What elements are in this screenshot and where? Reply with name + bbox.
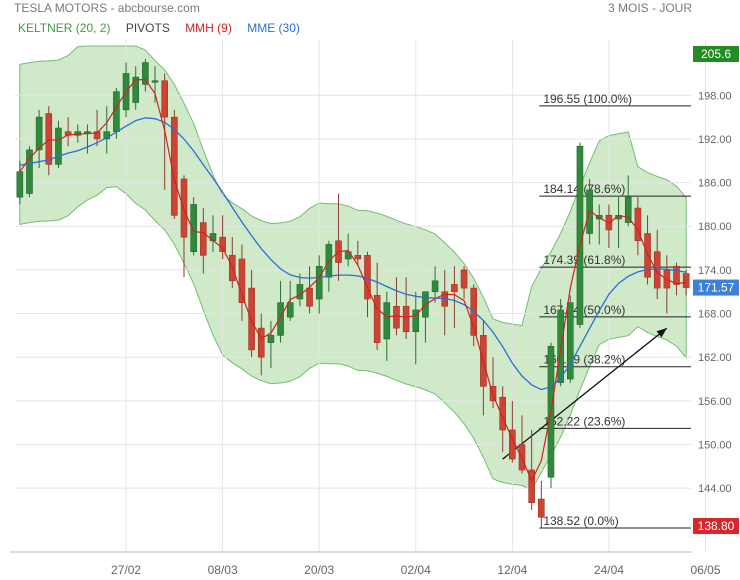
- chart-title: TESLA MOTORS - abcbourse.com: [14, 1, 200, 15]
- y-tick-label: 144.00: [698, 483, 732, 495]
- y-tick-label: 156.00: [698, 396, 732, 408]
- y-tick-label: 198.00: [698, 90, 732, 102]
- fibonacci-label: 167.54 (50.0%): [543, 303, 625, 317]
- candle-body: [180, 178, 188, 238]
- x-tick-label: 20/03: [304, 563, 334, 577]
- candle-body: [151, 80, 159, 83]
- candle-body: [653, 251, 661, 289]
- candle-body: [55, 127, 62, 165]
- candle-body: [200, 222, 207, 256]
- high-price-tag: 205.6: [701, 47, 731, 61]
- last-price-tag-box: [693, 279, 739, 296]
- x-tick-label: 27/02: [111, 563, 141, 577]
- candle-body: [528, 469, 535, 504]
- candle-body: [538, 498, 545, 518]
- candle-body: [451, 284, 458, 293]
- fibonacci-label: 160.69 (38.2%): [543, 353, 625, 367]
- fibonacci-label: 138.52 (0.0%): [543, 514, 618, 528]
- y-tick-label: 192.00: [698, 134, 732, 146]
- legend-keltner[interactable]: KELTNER (20, 2): [18, 21, 111, 35]
- candle-body: [682, 273, 690, 288]
- x-tick-label: 12/04: [497, 563, 527, 577]
- fibonacci-label: 174.39 (61.8%): [543, 253, 625, 267]
- candle-body: [624, 196, 632, 223]
- last-price-tag: 171.57: [698, 281, 735, 295]
- low-price-tag: 138.80: [698, 519, 735, 533]
- candle-body: [393, 305, 400, 329]
- candle-body: [45, 113, 53, 165]
- fibonacci-label: 196.55 (100.0%): [543, 92, 632, 106]
- candle-body: [315, 265, 323, 300]
- y-tick-label: 186.00: [698, 178, 732, 190]
- legend-pivots[interactable]: PIVOTS: [125, 21, 170, 35]
- y-tick-label: 174.00: [698, 265, 732, 277]
- candle-body: [373, 295, 381, 343]
- y-tick-label: 168.00: [698, 309, 732, 321]
- x-tick-label: 24/04: [594, 563, 624, 577]
- candle-body: [566, 302, 574, 380]
- candle-body: [16, 171, 24, 198]
- trend-arrow-head: [656, 328, 667, 338]
- period-label: 3 MOIS - JOUR: [607, 1, 692, 15]
- candle-body: [383, 302, 391, 340]
- candle-body: [142, 62, 149, 85]
- candle-body: [286, 302, 294, 318]
- candle-body: [402, 305, 410, 333]
- candle-body: [35, 116, 43, 151]
- trend-arrow: [502, 327, 668, 460]
- candle-body: [113, 91, 120, 132]
- mme-line: [19, 117, 687, 391]
- candle-body: [306, 287, 313, 307]
- candle-body: [499, 396, 506, 431]
- candle-body: [431, 280, 439, 293]
- fibonacci-label: 152.22 (23.6%): [543, 414, 625, 428]
- low-price-tag-box: [693, 517, 739, 534]
- fibonacci-label: 184.14 (78.6%): [543, 182, 625, 196]
- y-tick-label: 180.00: [698, 221, 732, 233]
- candle-body: [132, 76, 140, 103]
- candle-body: [190, 204, 197, 253]
- high-price-tag-box: [693, 46, 739, 62]
- candle-body: [634, 207, 642, 242]
- candle-body: [460, 269, 468, 289]
- candle-body: [354, 255, 362, 260]
- candle-body: [412, 309, 420, 333]
- candle-body: [296, 284, 304, 300]
- candle-body: [219, 236, 226, 253]
- candle-body: [673, 265, 680, 285]
- x-tick-label: 02/04: [401, 563, 431, 577]
- candle-body: [238, 258, 246, 303]
- candle-body: [257, 327, 265, 358]
- candle-body: [576, 145, 584, 325]
- legend-mmh[interactable]: MMH (9): [185, 21, 232, 35]
- candle-body: [277, 302, 284, 336]
- x-tick-label: 06/05: [690, 563, 720, 577]
- candle-body: [161, 80, 168, 118]
- x-tick-label: 08/03: [208, 563, 238, 577]
- candle-body: [26, 149, 33, 194]
- legend-mme[interactable]: MME (30): [247, 21, 300, 35]
- y-tick-label: 162.00: [698, 352, 732, 364]
- mmh-line: [19, 78, 687, 483]
- candle-body: [93, 131, 101, 140]
- candle-body: [267, 335, 275, 343]
- y-tick-label: 150.00: [698, 440, 732, 452]
- indicator-legend: KELTNER (20, 2) PIVOTS MMH (9) MME (30): [18, 21, 312, 35]
- candle-body: [248, 287, 255, 351]
